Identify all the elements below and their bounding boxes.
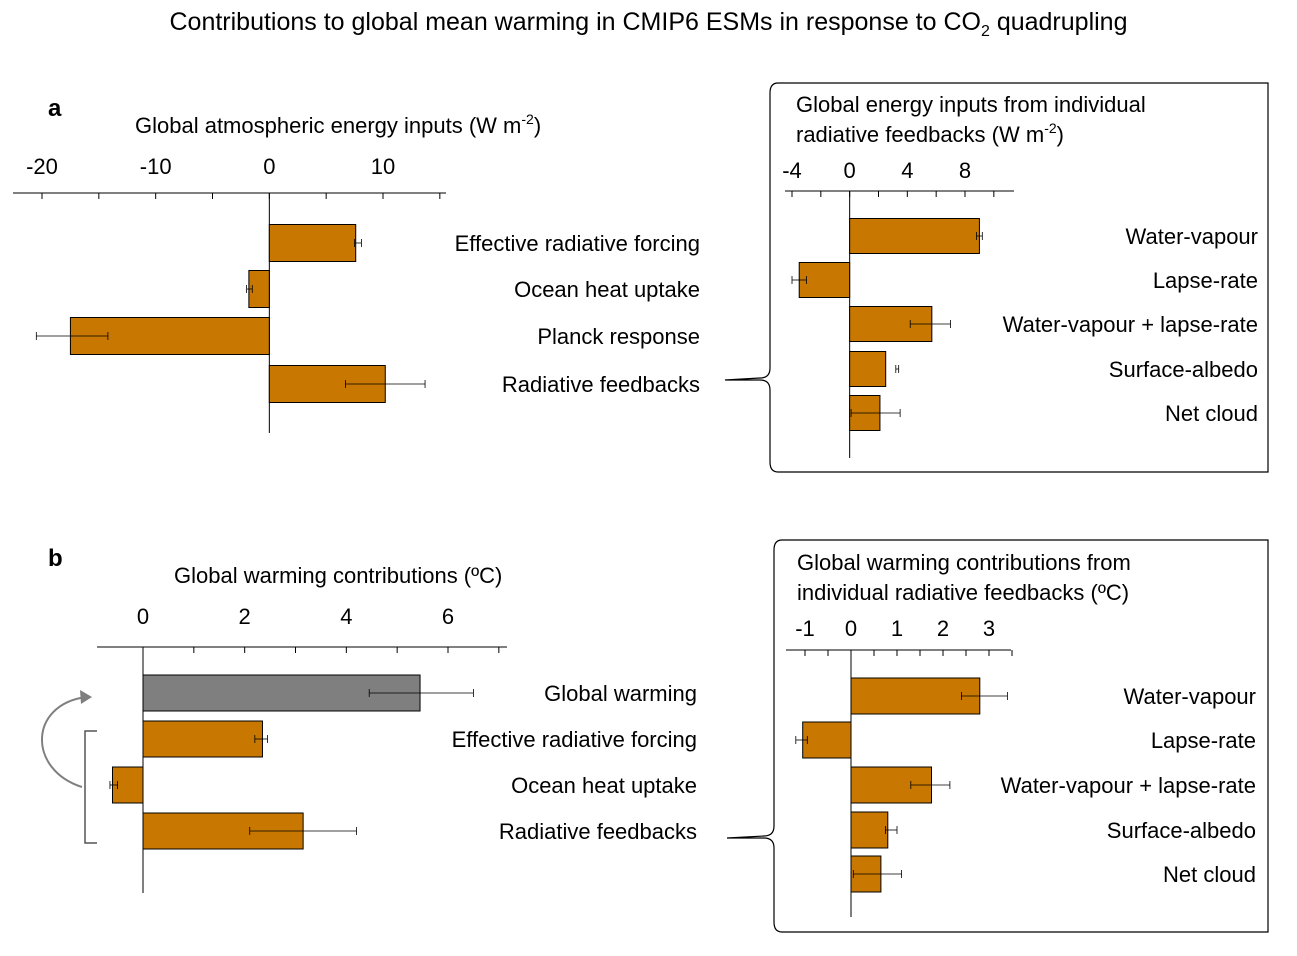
category-label: Ocean heat uptake [511, 773, 697, 798]
category-label: Water-vapour [1126, 224, 1258, 249]
category-label: Net cloud [1165, 401, 1258, 426]
panel-b-category-labels: Global warming Effective radiative forcin… [452, 681, 697, 844]
bar [142, 720, 263, 758]
category-label: Water-vapour [1124, 684, 1256, 709]
bar [850, 811, 889, 849]
panel-b-label: b [48, 545, 63, 572]
bar [849, 218, 980, 254]
panel-b-bars [109, 674, 474, 850]
x-tick-label: 6 [442, 604, 454, 629]
panel-b-inset-bars [795, 677, 1008, 893]
panel-a-inset-bars [791, 218, 983, 431]
x-tick-label: -1 [795, 616, 815, 641]
category-label: Water-vapour + lapse-rate [1003, 312, 1258, 337]
x-tick-label: 10 [371, 154, 395, 179]
x-tick-label: -4 [782, 158, 802, 183]
panel-a-xlabel: Global atmospheric energy inputs (W m-2) [135, 111, 541, 138]
category-label: Radiative feedbacks [499, 819, 697, 844]
x-tick-label: 0 [137, 604, 149, 629]
panel-a-inset-xlabel-line1: Global energy inputs from individual [796, 92, 1146, 117]
category-label: Surface-albedo [1107, 818, 1256, 843]
x-tick-label: 8 [959, 158, 971, 183]
x-tick-label: 0 [845, 616, 857, 641]
panel-a-category-labels: Effective radiative forcing Ocean heat up… [455, 231, 700, 397]
panel-a-bars [35, 224, 426, 403]
figure-title: Contributions to global mean warming in … [169, 8, 1128, 40]
category-label: Radiative feedbacks [502, 372, 700, 397]
category-label: Surface-albedo [1109, 357, 1258, 382]
panel-a-inset-xlabel-line2: radiative feedbacks (W m-2) [796, 120, 1064, 147]
category-label: Net cloud [1163, 862, 1256, 887]
panel-b-inset-xlabel-line2: individual radiative feedbacks (ºC) [797, 580, 1129, 605]
category-label: Planck response [537, 324, 700, 349]
category-label: Lapse-rate [1153, 268, 1258, 293]
panel-a-chart: a Global atmospheric energy inputs (W m-… [13, 95, 700, 433]
x-tick-label: 0 [263, 154, 275, 179]
category-label: Lapse-rate [1151, 728, 1256, 753]
panel-b-inset-xlabel-line1: Global warming contributions from [797, 550, 1131, 575]
panel-a-inset-bracket-box [724, 82, 1269, 473]
bar [850, 677, 981, 715]
panel-b-inset-category-labels: Water-vapour Lapse-rate Water-vapour + lap… [1001, 684, 1256, 887]
panel-b-xlabel: Global warming contributions (ºC) [174, 563, 502, 588]
x-tick-label: 2 [937, 616, 949, 641]
x-tick-label: -10 [140, 154, 172, 179]
x-tick-label: 2 [239, 604, 251, 629]
x-tick-label: 4 [901, 158, 913, 183]
bar [268, 224, 357, 262]
panel-a-label: a [48, 95, 62, 122]
panel-b-curved-arrow [41, 696, 87, 788]
category-label: Water-vapour + lapse-rate [1001, 773, 1256, 798]
panel-b-inset-bracket-box [726, 539, 1269, 933]
panel-b-arrow-head [80, 690, 92, 704]
bar [849, 351, 887, 387]
category-label: Global warming [544, 681, 697, 706]
category-label: Effective radiative forcing [455, 231, 700, 256]
x-tick-label: -20 [26, 154, 58, 179]
x-tick-label: 3 [983, 616, 995, 641]
panel-b-inset-chart: Global warming contributions from indivi… [726, 539, 1269, 933]
panel-b-chart: b Global warming contributions (ºC) 0 2 4 6… [41, 545, 697, 893]
x-tick-label: 0 [844, 158, 856, 183]
bar [802, 721, 852, 759]
panel-b-components-bracket [84, 730, 97, 844]
category-label: Effective radiative forcing [452, 727, 697, 752]
panel-a-x-axis: -20 -10 0 10 [13, 154, 446, 433]
panel-a-inset-category-labels: Water-vapour Lapse-rate Water-vapour + lap… [1003, 224, 1258, 426]
x-tick-label: 4 [340, 604, 352, 629]
category-label: Ocean heat uptake [514, 277, 700, 302]
x-tick-label: 1 [891, 616, 903, 641]
panel-a-inset-chart: Global energy inputs from individual rad… [724, 82, 1269, 473]
